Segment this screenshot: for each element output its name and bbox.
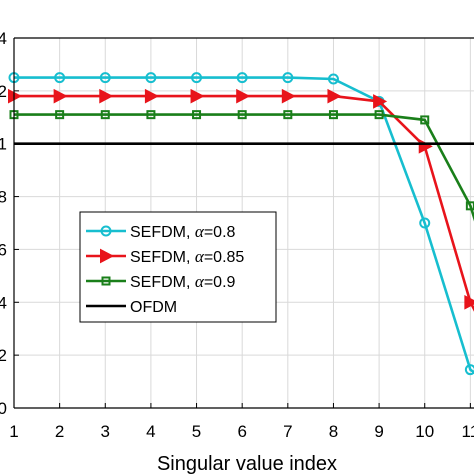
x-axis-label: Singular value index xyxy=(157,453,337,474)
data-point xyxy=(281,88,296,104)
legend-label-prefix: SEFDM, xyxy=(130,274,195,291)
legend-label-alpha: α xyxy=(195,272,205,291)
data-point xyxy=(419,217,431,229)
legend-label-prefix: SEFDM, xyxy=(130,224,195,241)
tick-labels: 12345678910111200.20.40.60.811.21.4 xyxy=(0,29,474,441)
data-point xyxy=(191,72,203,84)
data-point xyxy=(236,88,251,104)
y-tick-label: 1 xyxy=(0,135,7,154)
data-point xyxy=(236,72,248,84)
legend-label-prefix: SEFDM, xyxy=(130,249,195,266)
x-tick-label: 4 xyxy=(146,422,155,441)
data-point xyxy=(327,88,342,104)
legend-label-value: =0.9 xyxy=(204,274,236,291)
data-point xyxy=(8,88,23,104)
data-point xyxy=(55,110,65,120)
series-line-2 xyxy=(14,94,474,312)
x-tick-label: 6 xyxy=(237,422,246,441)
legend-entry-label: OFDM xyxy=(130,299,177,316)
legend-label-alpha: α xyxy=(195,247,205,266)
legend-marker xyxy=(100,225,112,237)
data-point xyxy=(283,110,293,120)
data-point xyxy=(327,73,339,85)
data-point xyxy=(420,115,430,125)
x-tick-label: 10 xyxy=(415,422,434,441)
data-point xyxy=(374,110,384,120)
legend-label-prefix: OFDM xyxy=(130,299,177,316)
legend-entry-label: SEFDM, α=0.85 xyxy=(130,247,244,266)
x-tick-label: 5 xyxy=(192,422,201,441)
data-point xyxy=(146,110,156,120)
data-point xyxy=(100,110,110,120)
data-point xyxy=(373,94,388,109)
y-tick-label: 0.8 xyxy=(0,188,7,207)
series-layer xyxy=(8,72,474,376)
x-tick-label: 3 xyxy=(101,422,110,441)
y-tick-label: 0.6 xyxy=(0,240,7,259)
data-point xyxy=(237,110,247,120)
legend-marker xyxy=(100,248,115,264)
x-tick-label: 1 xyxy=(9,422,18,441)
legend-label-alpha: α xyxy=(195,222,205,241)
x-tick-label: 8 xyxy=(329,422,338,441)
data-point xyxy=(144,88,159,104)
x-tick-label: 11 xyxy=(462,422,474,441)
series-line-3 xyxy=(14,113,474,222)
y-tick-label: 0.2 xyxy=(0,346,7,365)
data-point xyxy=(328,110,338,120)
data-point xyxy=(464,364,474,376)
data-point xyxy=(54,72,66,84)
data-point xyxy=(190,88,205,104)
series-line-1 xyxy=(14,76,474,374)
axes xyxy=(13,37,474,409)
data-point xyxy=(145,72,157,84)
x-tick-label: 2 xyxy=(55,422,64,441)
data-point xyxy=(192,110,202,120)
data-point xyxy=(99,88,114,104)
y-tick-label: 1.4 xyxy=(0,29,7,48)
data-point xyxy=(464,294,474,310)
x-tick-label: 9 xyxy=(374,422,383,441)
x-tick-label: 7 xyxy=(283,422,292,441)
y-tick-label: 1.2 xyxy=(0,82,7,101)
legend-entry-label: SEFDM, α=0.8 xyxy=(130,222,236,241)
legend-marker xyxy=(101,276,111,286)
legend-entry-label: SEFDM, α=0.9 xyxy=(130,272,236,291)
data-point xyxy=(53,88,68,104)
y-tick-label: 0 xyxy=(0,399,7,418)
legend-label-value: =0.85 xyxy=(204,249,245,266)
legend-label-value: =0.8 xyxy=(204,224,236,241)
data-point xyxy=(282,72,294,84)
data-point xyxy=(99,72,111,84)
y-tick-label: 0.4 xyxy=(0,293,7,312)
